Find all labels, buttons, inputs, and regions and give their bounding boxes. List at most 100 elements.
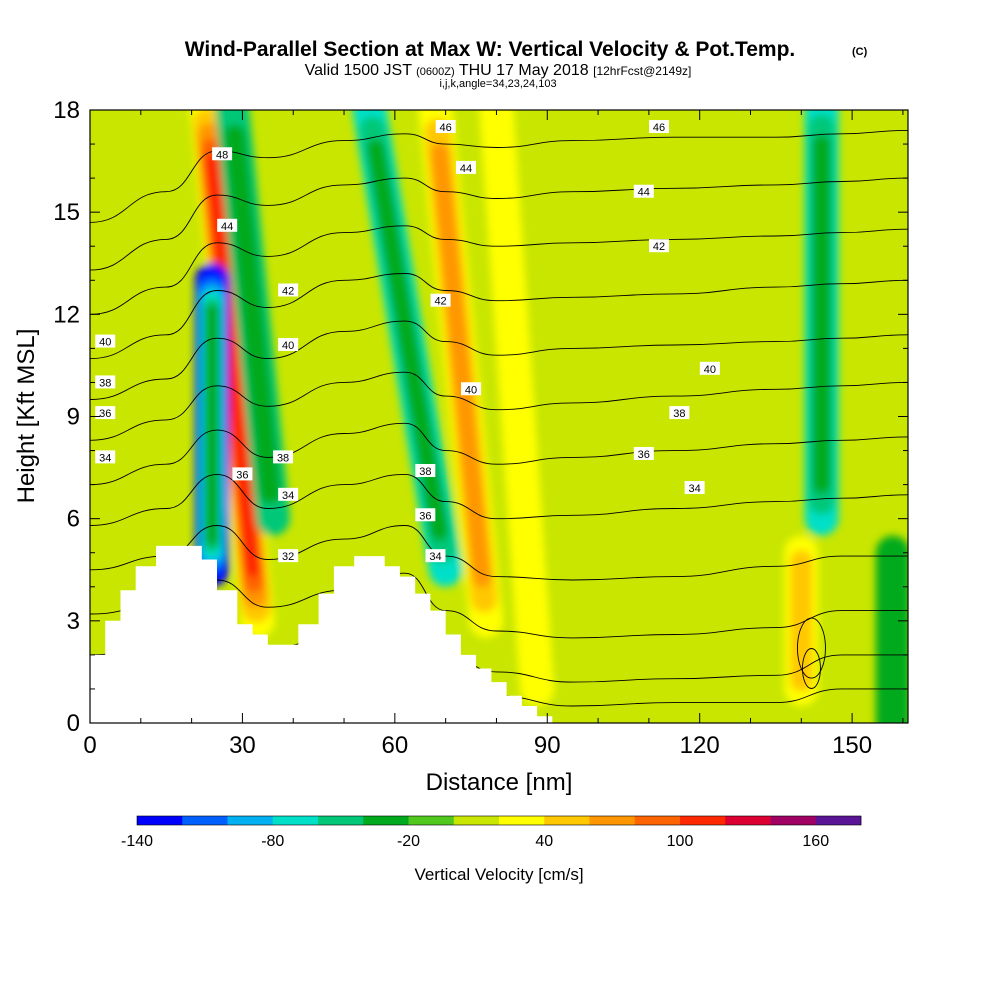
colorbar-swatch bbox=[499, 816, 545, 825]
colorbar-label: Vertical Velocity [cm/s] bbox=[414, 865, 583, 884]
theta-label: 34 bbox=[688, 483, 700, 495]
theta-label-bg bbox=[425, 549, 446, 563]
theta-label: 38 bbox=[99, 377, 111, 389]
colorbar: -140 -80 -20 40 100 160 bbox=[121, 815, 862, 850]
theta-label: 40 bbox=[704, 364, 716, 376]
x-axis: 0 30 60 90 120 150 bbox=[83, 110, 904, 759]
colorbar-tick-label: -20 bbox=[397, 833, 420, 850]
theta-label-bg bbox=[278, 549, 299, 563]
subtitle-date: THU 17 May 2018 bbox=[459, 62, 589, 79]
colorbar-tick-label: 40 bbox=[535, 833, 553, 850]
y-tick-label: 0 bbox=[67, 710, 80, 737]
theta-label-bg bbox=[430, 293, 451, 307]
theta-label-bg bbox=[415, 463, 436, 477]
colorbar-frame bbox=[136, 815, 862, 826]
theta-contour-11 bbox=[90, 129, 908, 223]
chart-title: Wind-Parallel Section at Max W: Vertical… bbox=[185, 38, 796, 61]
x-tick-label: 0 bbox=[83, 732, 96, 759]
theta-label: 34 bbox=[429, 551, 441, 563]
chart-subtitle: Valid 1500 JST (0600Z) THU 17 May 2018 [… bbox=[305, 62, 692, 79]
theta-label-bg bbox=[95, 450, 116, 464]
y-axis-label: Height [Kft MSL] bbox=[13, 329, 40, 504]
vertical-velocity-field bbox=[189, 110, 908, 723]
colorbar-swatch bbox=[815, 816, 862, 825]
theta-label: 38 bbox=[419, 466, 431, 478]
theta-label: 46 bbox=[440, 122, 452, 134]
theta-label-bg bbox=[95, 334, 116, 348]
y-tick-label: 9 bbox=[67, 404, 80, 431]
colorbar-swatch bbox=[363, 816, 409, 825]
theta-label: 32 bbox=[282, 551, 294, 563]
colorbar-tick-label: 100 bbox=[667, 833, 694, 850]
theta-label-bg bbox=[461, 382, 482, 396]
theta-label: 42 bbox=[282, 285, 294, 297]
copyright-mark: (C) bbox=[852, 46, 868, 58]
theta-label-bg bbox=[649, 120, 670, 134]
theta-label-bg bbox=[415, 508, 436, 522]
theta-label: 46 bbox=[653, 122, 665, 134]
theta-label-bg bbox=[684, 481, 705, 495]
colorbar-swatch bbox=[634, 816, 681, 825]
colorbar-swatch bbox=[589, 816, 636, 825]
theta-label: 38 bbox=[673, 408, 685, 420]
theta-label: 38 bbox=[277, 452, 289, 464]
theta-label: 36 bbox=[236, 469, 248, 481]
theta-closed-contour-1 bbox=[802, 648, 821, 689]
colorbar-swatch bbox=[544, 816, 590, 825]
theta-label: 34 bbox=[99, 452, 111, 464]
plot-area: 48 44 42 40 38 36 34 32 40 38 36 34 46 44 42 40 38 36 34 46… bbox=[90, 110, 908, 723]
theta-label-bg bbox=[95, 406, 116, 420]
y-tick-label: 6 bbox=[67, 506, 80, 533]
theta-label: 44 bbox=[221, 221, 233, 233]
theta-contour-6 bbox=[90, 371, 908, 441]
subtitle-utc: (0600Z) bbox=[416, 66, 455, 78]
potential-temperature-labels: 48 44 42 40 38 36 34 32 40 38 36 34 46 44 42 40 38 36 34 46… bbox=[95, 120, 720, 563]
velocity-band-3-2 bbox=[430, 143, 492, 588]
theta-label: 36 bbox=[419, 510, 431, 522]
theta-label: 40 bbox=[282, 340, 294, 352]
theta-label-bg bbox=[669, 406, 690, 420]
colorbar-swatch bbox=[227, 816, 274, 825]
y-tick-label: 12 bbox=[53, 301, 80, 328]
subtitle-forecast: [12hrFcst@2149z] bbox=[593, 64, 691, 78]
theta-label-bg bbox=[212, 147, 233, 161]
colorbar-tick-label: -140 bbox=[121, 833, 153, 850]
theta-label: 36 bbox=[99, 408, 111, 420]
colorbar-swatch bbox=[680, 816, 726, 825]
theta-label-bg bbox=[273, 450, 294, 464]
theta-label-bg bbox=[699, 361, 720, 375]
theta-label-bg bbox=[217, 218, 238, 232]
x-tick-label: 90 bbox=[534, 732, 561, 759]
theta-label-bg bbox=[278, 487, 299, 501]
colorbar-tick-label: -80 bbox=[261, 833, 284, 850]
theta-contour-5 bbox=[90, 422, 908, 486]
colorbar-swatch bbox=[137, 816, 183, 825]
x-tick-label: 60 bbox=[381, 732, 408, 759]
colorbar-swatch bbox=[272, 816, 319, 825]
theta-label: 42 bbox=[653, 241, 665, 253]
velocity-band-2-1 bbox=[223, 124, 282, 505]
theta-closed-contour-0 bbox=[797, 617, 826, 679]
theta-label-bg bbox=[633, 446, 654, 460]
colorbar-swatch bbox=[318, 816, 364, 825]
x-tick-label: 120 bbox=[680, 732, 720, 759]
theta-label: 42 bbox=[434, 296, 446, 308]
theta-label: 44 bbox=[460, 163, 472, 175]
theta-label-bg bbox=[278, 337, 299, 351]
theta-label: 36 bbox=[638, 449, 650, 461]
theta-contour-9 bbox=[90, 225, 908, 315]
theta-label: 48 bbox=[216, 149, 228, 161]
theta-contour-8 bbox=[90, 273, 908, 360]
theta-contour-4 bbox=[90, 473, 908, 526]
x-tick-label: 30 bbox=[229, 732, 256, 759]
theta-label: 40 bbox=[99, 337, 111, 349]
theta-label: 44 bbox=[638, 187, 650, 199]
theta-contour-10 bbox=[90, 177, 908, 271]
velocity-band-5-0 bbox=[479, 110, 555, 706]
subtitle-valid-time: Valid 1500 JST bbox=[305, 62, 413, 79]
theta-label-bg bbox=[232, 467, 253, 481]
colorbar-swatch bbox=[182, 816, 228, 825]
x-tick-label: 150 bbox=[832, 732, 872, 759]
